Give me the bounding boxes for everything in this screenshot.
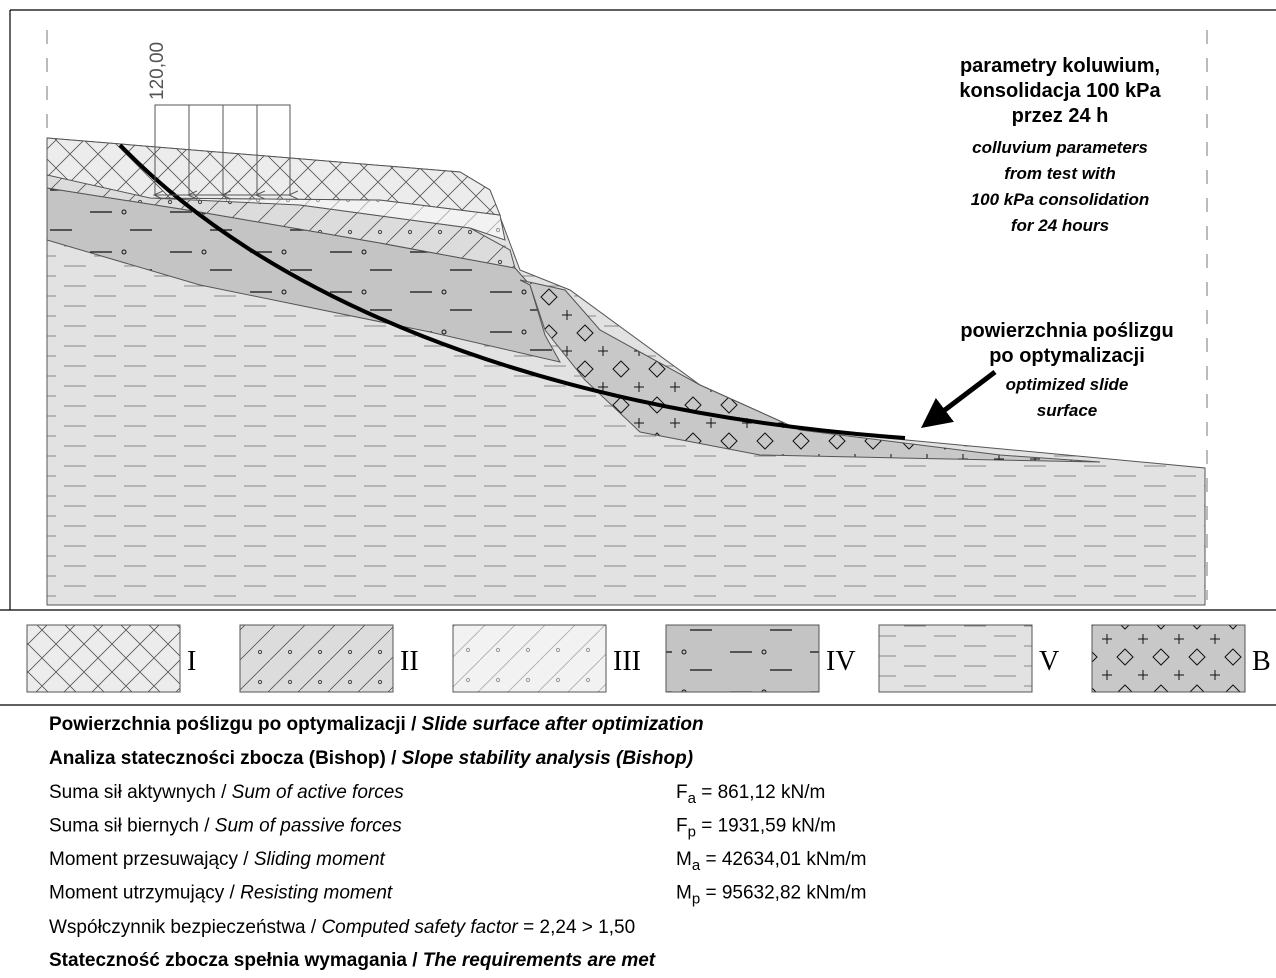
annotation-text: colluvium parameters [972,138,1148,157]
result-label-en: Slide surface after optimization [422,714,704,735]
result-label: Analiza stateczności zbocza (Bishop) / [49,748,402,769]
symbol: F [676,782,688,803]
pointer-arrow [925,372,995,425]
result-line: Stateczność zbocza spełnia wymagania / T… [49,950,656,971]
value: = 861,12 kN/m [696,782,825,803]
result-label-en: Sliding moment [254,849,386,870]
legend-label: I [187,646,196,677]
legend-label: B [1252,646,1271,677]
result-line: Analiza stateczności zbocza (Bishop) / S… [49,748,693,769]
result-value: Fa = 861,12 kN/m [676,782,825,807]
result-line: Moment utrzymujący / Resisting moment [49,883,393,904]
slide-annotation: powierzchnia poślizgu po optymalizacji o… [925,320,1174,425]
result-line: Współczynnik bezpieczeństwa / Computed s… [49,917,635,938]
annotation-text: 100 kPa consolidation [971,190,1150,209]
annotation-text: parametry koluwium, [960,55,1160,77]
result-label-en: The requirements are met [423,950,656,971]
legend-label: V [1039,646,1059,677]
legend-swatch [27,625,180,692]
symbol: M [676,849,692,870]
load-label: 120,00 [147,42,168,100]
result-label-en: Sum of active forces [232,782,405,803]
legend-label: IV [826,646,856,677]
subscript: p [688,824,696,841]
annotation-text: po optymalizacji [989,345,1145,367]
result-label: Moment utrzymujący / [49,883,240,904]
result-label: Współczynnik bezpieczeństwa / [49,917,321,938]
figure: 120,00 parametry koluwium, konsolidacja … [0,0,1276,978]
result-value: Fp = 1931,59 kN/m [676,816,836,841]
legend-swatch [666,625,819,692]
result-line: Suma sił biernych / Sum of passive force… [49,816,402,837]
result-label: Suma sił biernych / [49,816,215,837]
results: Powierzchnia poślizgu po optymalizacji /… [49,714,867,971]
symbol: M [676,883,692,904]
result-value: Ma = 42634,01 kNm/m [676,849,867,874]
legend-swatch [240,625,393,692]
value: = 42634,01 kNm/m [700,849,866,870]
annotation-text: from test with [1004,164,1115,183]
subscript: p [692,891,700,908]
annotation-text: for 24 hours [1011,216,1109,235]
result-label: Stateczność zbocza spełnia wymagania / [49,950,423,971]
legend-swatch [879,625,1032,692]
result-label-en: Slope stability analysis (Bishop) [402,748,693,769]
result-value: = 2,24 > 1,50 [518,917,635,938]
legend-swatch [1092,625,1245,692]
result-label-en: Sum of passive forces [215,816,402,837]
result-label-en: Resisting moment [240,883,393,904]
value: = 95632,82 kNm/m [700,883,866,904]
result-line: Moment przesuwający / Sliding moment [49,849,386,870]
result-label: Powierzchnia poślizgu po optymalizacji / [49,714,422,735]
legend-label: III [613,646,641,677]
legend-swatch [453,625,606,692]
params-annotation: parametry koluwium, konsolidacja 100 kPa… [959,55,1161,235]
result-line: Suma sił aktywnych / Sum of active force… [49,782,404,803]
result-label: Moment przesuwający / [49,849,254,870]
symbol: F [676,816,688,837]
annotation-text: konsolidacja 100 kPa [959,80,1161,102]
annotation-text: optimized slide [1006,375,1129,394]
result-label-en: Computed safety factor [321,917,518,938]
legend-label: II [400,646,419,677]
annotation-text: powierzchnia poślizgu [960,320,1173,342]
annotation-text: przez 24 h [1012,105,1109,127]
result-label: Suma sił aktywnych / [49,782,232,803]
annotation-text: surface [1037,401,1097,420]
result-value: Mp = 95632,82 kNm/m [676,883,867,908]
result-line: Powierzchnia poślizgu po optymalizacji /… [49,714,704,735]
value: = 1931,59 kN/m [696,816,836,837]
